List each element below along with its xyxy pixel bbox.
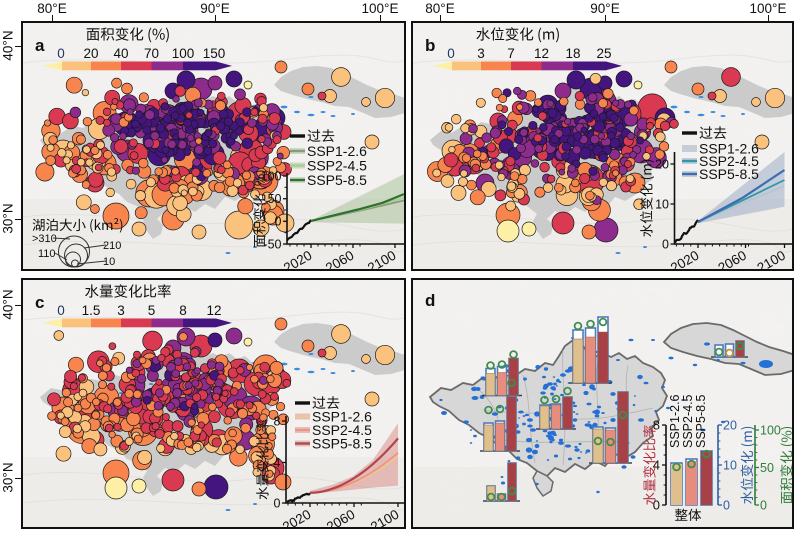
- svg-text:SSP1-2.6: SSP1-2.6: [312, 409, 372, 425]
- svg-text:50: 50: [760, 461, 774, 475]
- svg-text:25: 25: [596, 46, 611, 61]
- svg-text:100: 100: [172, 46, 195, 61]
- svg-text:0: 0: [760, 498, 767, 512]
- svg-text:12: 12: [206, 303, 221, 318]
- svg-text:1.5: 1.5: [82, 303, 101, 318]
- svg-text:SSP2-4.5: SSP2-4.5: [681, 394, 695, 448]
- svg-text:3: 3: [117, 303, 125, 318]
- svg-text:18: 18: [565, 46, 580, 61]
- svg-text:0: 0: [275, 215, 282, 229]
- svg-text:100: 100: [760, 423, 781, 437]
- svg-text:SSP1-2.6: SSP1-2.6: [307, 143, 367, 159]
- svg-text:0: 0: [57, 46, 65, 61]
- svg-text:SSP5-8.5: SSP5-8.5: [307, 172, 367, 188]
- svg-text:SSP2-4.5: SSP2-4.5: [307, 158, 367, 174]
- svg-text:SSP1-2.6: SSP1-2.6: [668, 394, 682, 448]
- svg-text:SSP2-4.5: SSP2-4.5: [312, 422, 372, 438]
- svg-text:4: 4: [274, 456, 281, 470]
- svg-text:3: 3: [477, 46, 485, 61]
- svg-text:0: 0: [653, 498, 660, 513]
- svg-text:110: 110: [38, 248, 56, 260]
- svg-text:SSP5-8.5: SSP5-8.5: [699, 166, 759, 182]
- svg-text:210: 210: [103, 240, 121, 252]
- svg-text:70: 70: [144, 46, 159, 61]
- svg-text:SSP1-2.6: SSP1-2.6: [699, 141, 759, 157]
- svg-text:8: 8: [179, 303, 187, 318]
- svg-text:5: 5: [148, 303, 156, 318]
- svg-text:50: 50: [268, 192, 282, 206]
- svg-text:a: a: [35, 36, 45, 55]
- svg-text:7: 7: [507, 46, 515, 61]
- svg-text:SSP5-8.5: SSP5-8.5: [694, 394, 708, 448]
- svg-text:-50: -50: [263, 237, 281, 251]
- svg-text:0: 0: [447, 46, 455, 61]
- svg-text:8: 8: [653, 418, 660, 433]
- svg-text:20: 20: [655, 157, 669, 171]
- svg-text:150: 150: [203, 46, 226, 61]
- svg-text:0: 0: [274, 496, 281, 510]
- svg-text:20: 20: [723, 418, 737, 432]
- svg-text:d: d: [425, 291, 435, 310]
- svg-text:b: b: [425, 36, 435, 55]
- svg-text:20: 20: [83, 46, 98, 61]
- svg-text:100: 100: [261, 169, 282, 183]
- svg-text:8: 8: [274, 414, 281, 428]
- svg-text:10: 10: [103, 256, 115, 268]
- svg-text:40: 40: [113, 46, 128, 61]
- svg-text:10: 10: [723, 458, 737, 472]
- svg-text:SSP5-8.5: SSP5-8.5: [312, 436, 372, 452]
- svg-text:>310: >310: [32, 233, 57, 245]
- svg-text:0: 0: [57, 303, 65, 318]
- svg-text:12: 12: [534, 46, 549, 61]
- svg-text:c: c: [35, 293, 44, 312]
- svg-text:4: 4: [653, 458, 660, 473]
- svg-text:SSP2-4.5: SSP2-4.5: [699, 153, 759, 169]
- svg-text:0: 0: [723, 498, 730, 512]
- svg-text:0: 0: [662, 237, 669, 251]
- svg-text:10: 10: [655, 197, 669, 211]
